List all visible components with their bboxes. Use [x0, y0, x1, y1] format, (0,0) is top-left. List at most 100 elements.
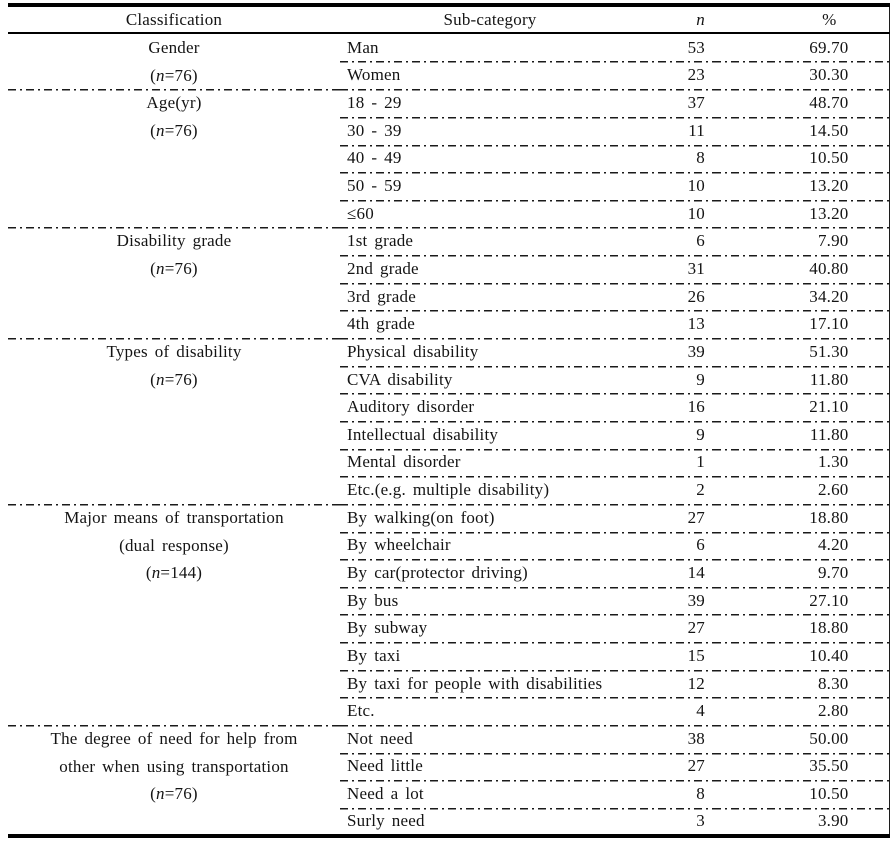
n-cell: 27	[640, 503, 713, 532]
percent-cell: 10.50	[713, 780, 889, 808]
classification-cell: Gender (n=76)	[8, 33, 340, 89]
table-row: Women 23 30.30	[8, 61, 889, 90]
classification-text: (	[145, 563, 152, 583]
n-cell: 37	[640, 89, 713, 117]
percent-cell: 40.80	[713, 255, 889, 283]
classification-text: =144)	[160, 563, 203, 583]
classification-text: Age(yr)	[146, 93, 202, 113]
table-row: 4th grade 13 17.10	[8, 310, 889, 339]
table-row: Intellectual disability 9 11.80	[8, 420, 889, 449]
percent-cell: 50.00	[713, 725, 889, 753]
n-cell: 16	[640, 393, 713, 421]
classification-line: Age(yr)	[8, 89, 340, 117]
n-cell: 15	[640, 642, 713, 670]
percent-cell: 14.50	[713, 116, 889, 145]
table-row: By taxi 15 10.40	[8, 642, 889, 670]
classification-text: =76)	[164, 784, 198, 804]
classification-cell: Types of disability (n=76)	[8, 338, 340, 504]
table-row: 3rd grade 26 34.20	[8, 282, 889, 311]
classification-text: (	[150, 259, 157, 279]
table-row: CVA disability 9 11.80	[8, 365, 889, 394]
sub-category-cell: Etc.	[340, 697, 640, 726]
percent-cell: 17.10	[713, 310, 889, 339]
percent-cell: 9.70	[713, 559, 889, 587]
header-n: n	[640, 5, 713, 34]
sub-category-cell: Physical disability	[340, 338, 640, 366]
percent-cell: 10.50	[713, 144, 889, 173]
header-percent: %	[713, 5, 889, 34]
sub-category-cell: 18 - 29	[340, 89, 640, 117]
sub-category-cell: Women	[340, 61, 640, 90]
n-symbol: n	[151, 563, 161, 583]
n-symbol: n	[156, 120, 165, 140]
header-row: Classification Sub-category n %	[8, 5, 889, 34]
percent-cell: 21.10	[713, 393, 889, 421]
n-cell: 39	[640, 586, 713, 615]
percent-cell: 27.10	[713, 586, 889, 615]
sub-category-cell: Need a lot	[340, 780, 640, 808]
classification-text: (dual response)	[119, 535, 229, 555]
percent-cell: 69.70	[809, 37, 849, 57]
percent-cell: 11.80	[713, 420, 889, 449]
table-row: Need little 27 35.50	[8, 752, 889, 781]
table-header: Classification Sub-category n %	[8, 5, 889, 34]
sub-category-cell: CVA disability	[340, 365, 640, 394]
classification-line: (n=76)	[8, 780, 340, 808]
sub-category-cell: By taxi	[340, 642, 640, 670]
sub-category-cell: Auditory disorder	[340, 393, 640, 421]
n-cell: 13	[640, 310, 713, 339]
classification-text: (	[150, 120, 157, 140]
sub-category-cell: 1st grade	[340, 227, 640, 256]
n-symbol: n	[156, 259, 165, 279]
percent-cell: 18.80	[713, 614, 889, 643]
classification-text: Gender	[148, 38, 200, 57]
percent-cell: 13.20	[713, 199, 889, 228]
percent-cell: 51.30	[713, 338, 889, 366]
classification-cell: Age(yr) (n=76)	[8, 89, 340, 228]
n-cell: 12	[640, 669, 713, 698]
classification-cell: The degree of need for help from other wh…	[8, 725, 340, 836]
classification-text: (	[150, 369, 157, 389]
classification-line: (dual response)	[8, 532, 340, 560]
table-row: Auditory disorder 16 21.10	[8, 393, 889, 421]
n-cell: 53	[687, 37, 705, 57]
sub-category-cell: Man	[347, 37, 379, 57]
header-sub-category: Sub-category	[340, 5, 640, 34]
sub-category-cell: Need little	[340, 752, 640, 781]
classification-text: (	[150, 65, 157, 85]
table-row: 40 - 49 8 10.50	[8, 144, 889, 173]
classification-text: Types of disability	[106, 342, 242, 362]
classification-text: =76)	[164, 369, 198, 389]
sub-category-cell: Intellectual disability	[340, 420, 640, 449]
classification-line: Types of disability	[8, 338, 340, 366]
percent-cell: 4.20	[713, 531, 889, 560]
table-row: By wheelchair 6 4.20	[8, 531, 889, 560]
n-cell: 39	[640, 338, 713, 366]
n-cell: 23	[640, 61, 713, 90]
table-row: 2nd grade 31 40.80	[8, 255, 889, 283]
n-cell: 8	[640, 780, 713, 808]
sub-category-cell: Etc.(e.g. multiple disability)	[340, 476, 640, 504]
table-row: Types of disability (n=76) Physical disabi…	[8, 338, 889, 504]
percent-cell: 30.30	[713, 61, 889, 90]
percent-cell: 8.30	[713, 669, 889, 698]
table-body: Gender (n=76) Man 53 69.70 Women 23 30.30 Age(yr…	[8, 33, 889, 836]
n-cell: 38	[640, 725, 713, 753]
n-symbol: n	[156, 369, 165, 389]
sub-category-cell: 50 - 59	[340, 172, 640, 200]
classification-line: (n=76)	[8, 366, 340, 394]
sub-category-cell: By taxi for people with disabilities	[340, 669, 640, 698]
classification-text: other when using transportation	[59, 756, 289, 776]
percent-cell: 10.40	[713, 642, 889, 670]
classification-line: The degree of need for help from	[8, 725, 340, 753]
n-cell: 2	[640, 476, 713, 504]
n-cell: 6	[640, 531, 713, 560]
table-row: By taxi for people with disabilities 12 8.…	[8, 669, 889, 698]
table-row: 50 - 59 10 13.20	[8, 172, 889, 200]
percent-cell: 11.80	[713, 365, 889, 394]
n-cell: 14	[640, 559, 713, 587]
sub-category-cell: 4th grade	[340, 310, 640, 339]
table-row: The degree of need for help from other wh…	[8, 725, 889, 836]
sub-category-cell: Surly need	[340, 807, 640, 836]
classification-line: Major means of transportation	[8, 504, 340, 532]
